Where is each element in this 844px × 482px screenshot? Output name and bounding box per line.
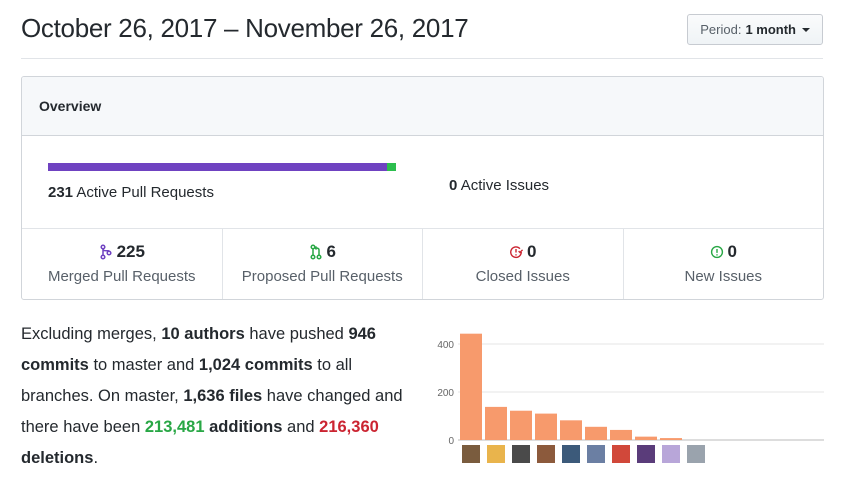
overview-stats: 225 Merged Pull Requests 6 Proposed Pull… bbox=[22, 229, 823, 299]
author-avatar[interactable] bbox=[637, 445, 655, 463]
page-title: October 26, 2017 – November 26, 2017 bbox=[21, 13, 469, 43]
chart-bar[interactable] bbox=[635, 436, 657, 440]
author-avatar[interactable] bbox=[612, 445, 630, 463]
y-tick-label: 200 bbox=[437, 388, 454, 399]
merged-pull-requests-stat[interactable]: 225 Merged Pull Requests bbox=[22, 229, 223, 299]
git-merge-icon bbox=[100, 244, 112, 260]
authors-count: 10 authors bbox=[161, 325, 245, 343]
active-pull-requests-link[interactable]: 231 Active Pull Requests bbox=[48, 184, 214, 201]
author-avatar[interactable] bbox=[662, 445, 680, 463]
overview-summary: 231 Active Pull Requests 0 Active Issues bbox=[22, 136, 823, 229]
issue-closed-icon bbox=[510, 246, 524, 259]
proposed-pull-requests-stat[interactable]: 6 Proposed Pull Requests bbox=[223, 229, 423, 299]
period-value: 1 month bbox=[745, 22, 796, 37]
commit-summary: Excluding merges, 10 authors have pushed… bbox=[21, 319, 416, 474]
active-prs-label: Active Pull Requests bbox=[76, 184, 214, 201]
chart-bar[interactable] bbox=[460, 333, 482, 440]
master-commits: 946 commits bbox=[21, 325, 376, 374]
proposed-count: 6 bbox=[326, 242, 336, 261]
period-label: Period: bbox=[700, 22, 742, 37]
chart-bar[interactable] bbox=[585, 426, 607, 440]
author-avatar[interactable] bbox=[512, 445, 530, 463]
author-avatar[interactable] bbox=[537, 445, 555, 463]
summary-text: to master and bbox=[88, 356, 199, 374]
chart-bar[interactable] bbox=[560, 420, 582, 440]
summary-text: and bbox=[282, 418, 320, 436]
deletions-word: deletions bbox=[21, 449, 94, 467]
all-branch-commits: 1,024 commits bbox=[198, 356, 313, 374]
merged-label: Merged Pull Requests bbox=[47, 268, 196, 285]
git-pull-request-icon bbox=[309, 244, 322, 260]
active-issues-label: Active Issues bbox=[460, 177, 550, 194]
summary-text: have pushed bbox=[244, 325, 349, 343]
active-issues-count: 0 bbox=[449, 177, 458, 194]
chart-bar[interactable] bbox=[485, 406, 507, 440]
author-avatar[interactable] bbox=[562, 445, 580, 463]
summary-text: . bbox=[93, 449, 99, 467]
page-header: October 26, 2017 – November 26, 2017 Per… bbox=[21, 0, 823, 59]
additions-count: 213,481 bbox=[144, 418, 205, 436]
overview-title: Overview bbox=[39, 98, 102, 114]
author-avatar[interactable] bbox=[462, 445, 480, 463]
deletions-count: 216,360 bbox=[319, 418, 379, 436]
changed-files: 1,636 files bbox=[183, 387, 263, 405]
author-avatar[interactable] bbox=[687, 445, 705, 463]
closed-issues-stat[interactable]: 0 Closed Issues bbox=[423, 229, 624, 299]
summary-text: Excluding merges, bbox=[21, 325, 162, 343]
new-issues-count: 0 bbox=[727, 242, 737, 261]
y-tick-label: 0 bbox=[448, 436, 454, 447]
closed-count: 0 bbox=[527, 242, 537, 261]
author-avatar[interactable] bbox=[487, 445, 505, 463]
chart-bar[interactable] bbox=[610, 429, 632, 440]
summary-text: to all branches. On master, bbox=[21, 356, 353, 405]
chart-bar[interactable] bbox=[510, 410, 532, 440]
summary-text: have changed and there have been bbox=[21, 387, 403, 436]
merged-segment bbox=[48, 163, 387, 171]
additions-word: additions bbox=[209, 418, 283, 436]
new-issues-label: New Issues bbox=[684, 268, 763, 285]
chart-bar[interactable] bbox=[535, 413, 557, 440]
merged-count: 225 bbox=[116, 242, 145, 261]
new-issues-stat[interactable]: 0 New Issues bbox=[624, 229, 824, 299]
caret-down-icon bbox=[802, 27, 810, 32]
active-issues-link[interactable]: 0 Active Issues bbox=[449, 177, 549, 194]
active-prs-count: 231 bbox=[48, 184, 74, 201]
chart-bar[interactable] bbox=[660, 438, 682, 440]
closed-label: Closed Issues bbox=[475, 268, 570, 285]
proposed-label: Proposed Pull Requests bbox=[241, 268, 403, 285]
overview-header: Overview bbox=[22, 77, 823, 136]
period-select-button[interactable]: Period: 1 month bbox=[687, 14, 823, 45]
overview-panel: Overview 231 Active Pull Requests 0 Acti… bbox=[21, 76, 824, 300]
author-avatar[interactable] bbox=[587, 445, 605, 463]
proposed-segment bbox=[387, 163, 396, 171]
pull-request-progress-bar bbox=[48, 163, 396, 171]
contributors-bar-chart: 400 200 0 bbox=[437, 333, 824, 463]
y-tick-label: 400 bbox=[437, 340, 454, 351]
issue-opened-icon bbox=[710, 245, 723, 259]
